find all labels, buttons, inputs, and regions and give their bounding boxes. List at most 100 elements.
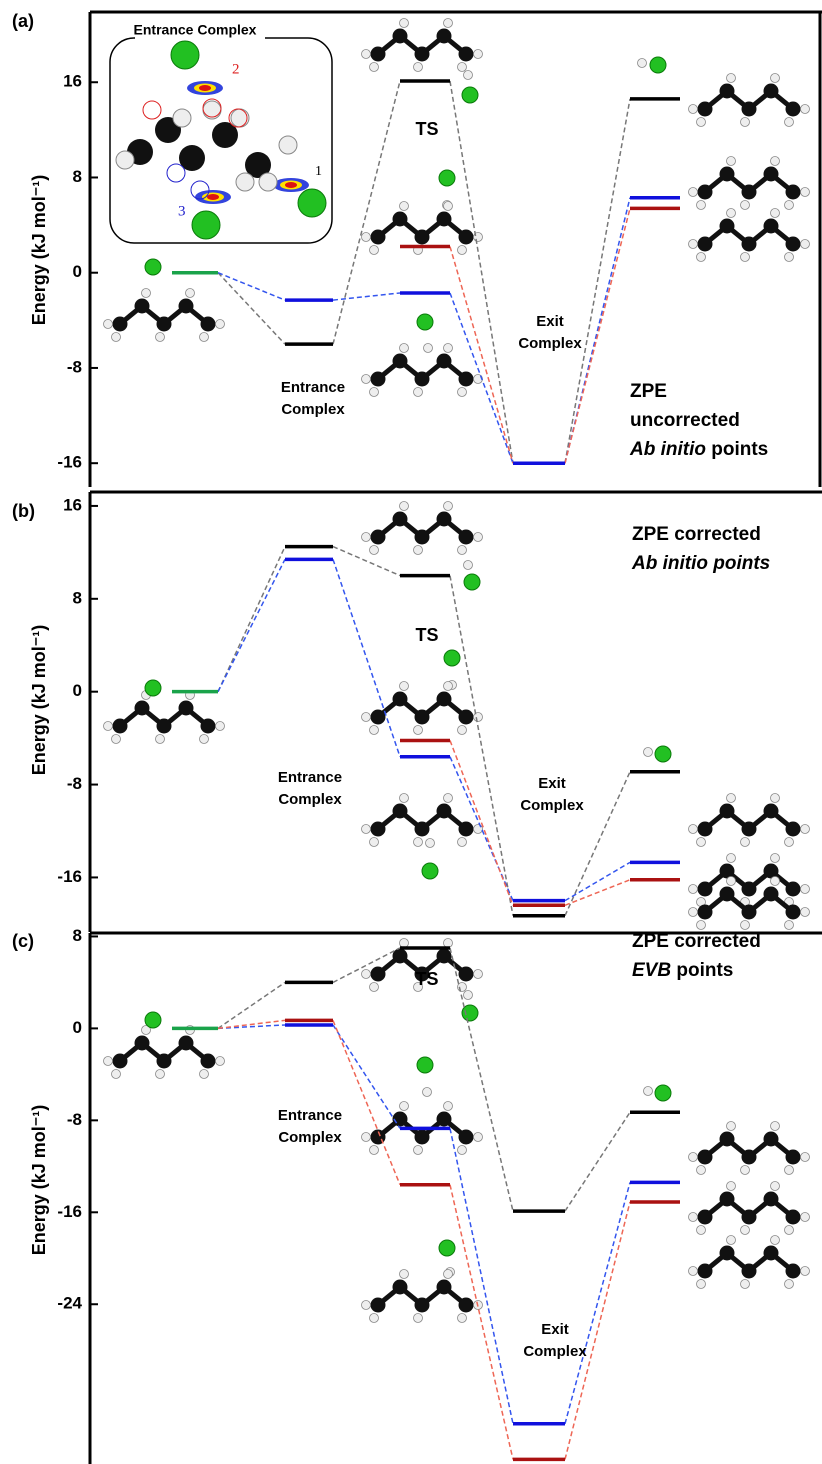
connector xyxy=(449,1184,514,1460)
hydrogen xyxy=(740,117,750,127)
hydrogen xyxy=(696,117,706,127)
hydrogen xyxy=(399,201,409,211)
carbon xyxy=(741,904,757,920)
hydrogen xyxy=(413,62,423,72)
carbon xyxy=(741,101,757,117)
connector xyxy=(564,197,631,464)
hydrogen xyxy=(740,1225,750,1235)
hydrogen xyxy=(740,1165,750,1175)
carbon xyxy=(741,881,757,897)
connector xyxy=(449,740,514,906)
carbon xyxy=(179,145,205,171)
carbon xyxy=(392,803,408,819)
y-tick-label: -8 xyxy=(67,357,82,376)
connector xyxy=(217,558,286,693)
hydrogen xyxy=(784,117,794,127)
chlorine xyxy=(461,1004,479,1022)
hydrogen xyxy=(688,884,698,894)
hydrogen xyxy=(361,824,371,834)
entrance-label: Entrance xyxy=(281,379,345,396)
entrance-label: Complex xyxy=(278,791,342,808)
hydrogen xyxy=(443,343,453,353)
connector xyxy=(332,1024,401,1129)
carbon xyxy=(370,821,386,837)
chlorine xyxy=(144,258,162,276)
chlorine xyxy=(416,1056,434,1074)
inset-title-bg xyxy=(135,22,265,40)
chlorine xyxy=(416,313,434,331)
hydrogen xyxy=(473,532,483,542)
carbon xyxy=(414,1129,430,1145)
y-tick-label: -24 xyxy=(57,1294,82,1313)
carbon xyxy=(719,1131,735,1147)
hydrogen xyxy=(784,837,794,847)
hydrogen xyxy=(361,1300,371,1310)
hydrogen xyxy=(141,1025,151,1035)
y-axis-label: Energy (kJ mol⁻¹) xyxy=(29,1105,49,1256)
carbon xyxy=(697,101,713,117)
connector xyxy=(564,1111,631,1212)
carbon xyxy=(741,184,757,200)
carbon xyxy=(414,529,430,545)
carbon xyxy=(719,1245,735,1261)
site-marker xyxy=(190,180,210,200)
carbon xyxy=(392,28,408,44)
carbon xyxy=(414,46,430,62)
hydrogen xyxy=(413,725,423,735)
carbon xyxy=(763,1131,779,1147)
carbon xyxy=(436,511,452,527)
hydrogen xyxy=(443,1269,453,1279)
hydrogen xyxy=(399,1101,409,1111)
hydrogen xyxy=(111,332,121,342)
carbon xyxy=(436,948,452,964)
carbon xyxy=(697,881,713,897)
corner-text-part: uncorrected xyxy=(630,410,740,431)
corner-text-part: Ab initio points xyxy=(631,553,770,574)
hydrogen xyxy=(215,319,225,329)
hydrogen xyxy=(369,245,379,255)
carbon xyxy=(741,1149,757,1165)
carbon xyxy=(370,1297,386,1313)
chlorine xyxy=(421,862,439,880)
chlorine xyxy=(654,745,672,763)
carbon xyxy=(458,371,474,387)
hydrogen xyxy=(369,982,379,992)
site-label: 1 xyxy=(315,164,322,179)
exit-label: Complex xyxy=(520,797,584,814)
hydrogen xyxy=(726,156,736,166)
carbon xyxy=(436,211,452,227)
connector xyxy=(332,292,401,301)
connector xyxy=(564,208,631,464)
hydrogen xyxy=(696,1225,706,1235)
site-marker xyxy=(142,100,162,120)
hydrogen xyxy=(443,1101,453,1111)
carbon xyxy=(178,1035,194,1051)
hydrogen xyxy=(784,200,794,210)
carbon xyxy=(785,1263,801,1279)
chlorine xyxy=(144,679,162,697)
hydrogen xyxy=(696,200,706,210)
hydrogen xyxy=(688,1266,698,1276)
carbon xyxy=(134,1035,150,1051)
hydrogen xyxy=(202,100,222,120)
carbon xyxy=(458,709,474,725)
hydrogen xyxy=(258,172,278,192)
hydrogen xyxy=(399,1269,409,1279)
hydrogen xyxy=(800,239,810,249)
chlorine xyxy=(654,1084,672,1102)
corner-text: Ab initio points xyxy=(629,439,768,460)
carbon xyxy=(719,886,735,902)
carbon xyxy=(719,1191,735,1207)
hydrogen xyxy=(800,884,810,894)
connector xyxy=(564,1182,631,1424)
density xyxy=(199,85,211,91)
carbon xyxy=(370,709,386,725)
hydrogen xyxy=(230,108,250,128)
connector xyxy=(449,1128,514,1424)
carbon xyxy=(392,353,408,369)
hydrogen xyxy=(770,73,780,83)
hydrogen xyxy=(423,343,433,353)
hydrogen xyxy=(800,187,810,197)
hydrogen xyxy=(770,793,780,803)
hydrogen xyxy=(800,1212,810,1222)
